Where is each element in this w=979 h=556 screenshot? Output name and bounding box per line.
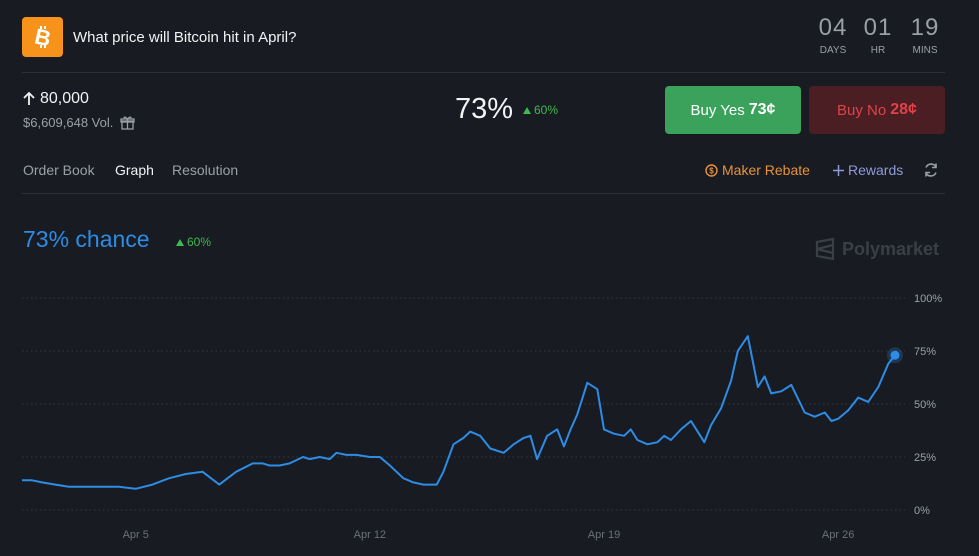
refresh-icon[interactable] bbox=[922, 161, 940, 179]
countdown-days: 04 DAYS bbox=[813, 14, 853, 56]
y-tick-label: 75% bbox=[914, 346, 936, 358]
buy-yes-button[interactable]: Buy Yes 73¢ bbox=[665, 86, 801, 134]
buy-no-button[interactable]: Buy No 28¢ bbox=[809, 86, 945, 134]
maker-rebate-label: Maker Rebate bbox=[722, 162, 810, 178]
y-tick-label: 50% bbox=[914, 399, 936, 411]
chance-change: 60% bbox=[176, 235, 211, 249]
rewards-link[interactable]: Rewards bbox=[833, 162, 903, 178]
volume: $6,609,648 Vol. bbox=[23, 115, 136, 130]
bitcoin-logo: B bbox=[22, 17, 63, 57]
volume-value: $6,609,648 Vol. bbox=[23, 115, 114, 130]
svg-text:$: $ bbox=[709, 166, 714, 175]
buy-no-price: 28¢ bbox=[890, 101, 917, 118]
current-point bbox=[890, 350, 900, 360]
gift-icon[interactable] bbox=[120, 115, 136, 130]
countdown-minutes-unit: MINS bbox=[912, 45, 938, 56]
bitcoin-icon: B bbox=[32, 25, 53, 49]
header-divider bbox=[22, 72, 945, 73]
x-tick-label: Apr 26 bbox=[822, 529, 854, 541]
y-tick-label: 100% bbox=[914, 293, 942, 305]
countdown-minutes: 19 MINS bbox=[905, 14, 945, 56]
countdown-hours-unit: HR bbox=[870, 45, 886, 56]
countdown-days-value: 04 bbox=[818, 14, 848, 41]
tab-resolution[interactable]: Resolution bbox=[172, 162, 239, 178]
probability-change-value: 60% bbox=[534, 103, 559, 117]
price-line bbox=[22, 335, 896, 490]
chance-label: 73% chance bbox=[23, 226, 150, 252]
arrow-up-icon bbox=[23, 92, 35, 105]
market-title: What price will Bitcoin hit in April? bbox=[73, 29, 297, 46]
maker-rebate-link[interactable]: $ Maker Rebate bbox=[705, 162, 810, 178]
y-tick-label: 0% bbox=[914, 505, 930, 517]
svg-text:B: B bbox=[32, 25, 53, 49]
probability: 73% bbox=[455, 93, 514, 125]
coin-icon: $ bbox=[705, 163, 718, 177]
x-tick-label: Apr 5 bbox=[123, 529, 149, 541]
triangle-up-icon bbox=[523, 106, 531, 114]
countdown-hours-value: 01 bbox=[863, 14, 893, 41]
strike-price: 80,000 bbox=[23, 90, 89, 108]
countdown-hours: 01 HR bbox=[858, 14, 898, 56]
chance-change-value: 60% bbox=[187, 235, 212, 249]
plus-icon bbox=[833, 164, 844, 176]
strike-value: 80,000 bbox=[40, 90, 89, 107]
x-tick-label: Apr 12 bbox=[354, 529, 386, 541]
polymarket-icon bbox=[815, 238, 835, 260]
countdown-days-unit: DAYS bbox=[819, 45, 847, 56]
buy-no-label: Buy No bbox=[837, 101, 887, 119]
buy-yes-price: 73¢ bbox=[748, 101, 776, 118]
y-tick-label: 25% bbox=[914, 452, 936, 464]
tab-graph[interactable]: Graph bbox=[115, 162, 154, 178]
countdown-minutes-value: 19 bbox=[910, 14, 940, 41]
polymarket-watermark: Polymarket bbox=[815, 238, 939, 260]
tab-order-book[interactable]: Order Book bbox=[23, 162, 95, 178]
triangle-up-icon bbox=[176, 238, 184, 246]
rewards-label: Rewards bbox=[848, 162, 904, 178]
probability-change: 60% bbox=[523, 103, 558, 117]
tabs-divider bbox=[22, 193, 945, 194]
x-tick-label: Apr 19 bbox=[588, 529, 620, 541]
buy-yes-label: Buy Yes bbox=[690, 101, 745, 119]
brand-name: Polymarket bbox=[842, 238, 940, 259]
